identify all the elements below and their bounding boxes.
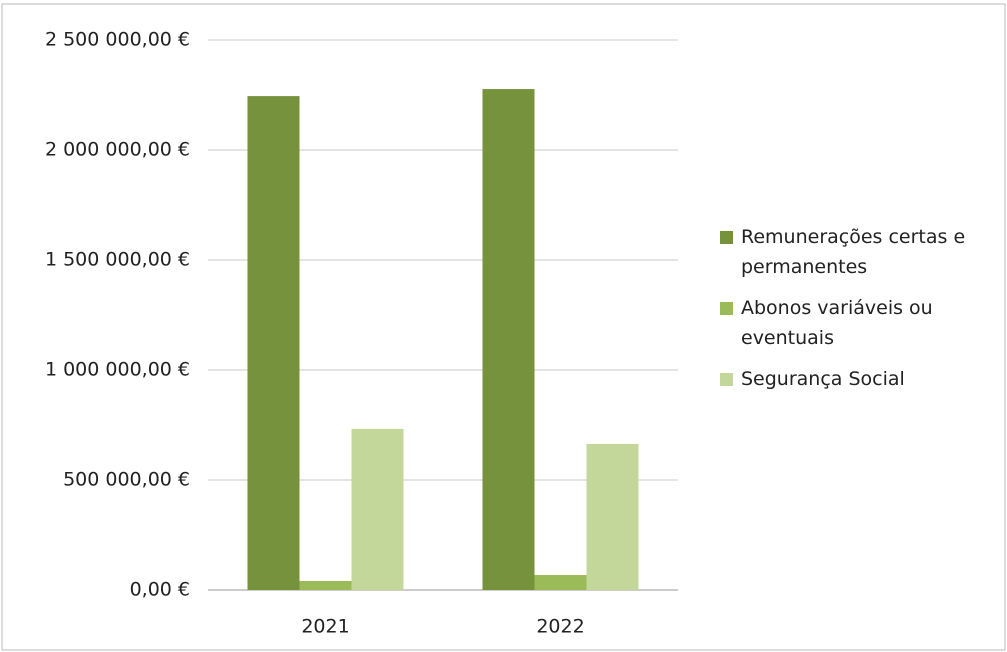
legend-swatch xyxy=(720,302,733,315)
y-tick-label: 2 500 000,00 € xyxy=(45,29,190,51)
y-tick-label: 500 000,00 € xyxy=(63,469,190,491)
legend-swatch xyxy=(720,231,733,244)
bar xyxy=(351,428,404,590)
legend-swatch xyxy=(720,373,733,386)
legend: Remunerações certas e permanentes Abonos … xyxy=(720,222,1005,405)
bar xyxy=(247,96,300,590)
legend-label: Abonos variáveis ou eventuais xyxy=(741,297,933,349)
x-tick-label: 2021 xyxy=(301,616,349,638)
y-tick-label: 1 000 000,00 € xyxy=(45,359,190,381)
legend-label: Remunerações certas e permanentes xyxy=(741,226,966,278)
legend-label: Segurança Social xyxy=(741,368,905,390)
legend-item: Segurança Social xyxy=(720,364,1005,394)
y-tick-label: 1 500 000,00 € xyxy=(45,249,190,271)
legend-item: Abonos variáveis ou eventuais xyxy=(720,293,1005,353)
bar xyxy=(534,575,587,590)
bar xyxy=(482,89,535,590)
bar xyxy=(299,580,352,590)
y-tick-label: 2 000 000,00 € xyxy=(45,139,190,161)
bar xyxy=(586,443,639,590)
x-tick-label: 2022 xyxy=(536,616,584,638)
chart-frame xyxy=(1,3,1006,651)
legend-item: Remunerações certas e permanentes xyxy=(720,222,1005,282)
y-tick-label: 0,00 € xyxy=(130,579,190,601)
